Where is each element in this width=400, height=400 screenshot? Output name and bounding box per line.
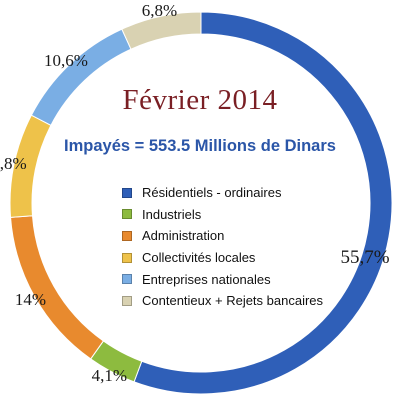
legend-label-collectivites-locales: Collectivités locales (142, 250, 256, 266)
slice-label-collectivites-locales: 8,8% (0, 153, 27, 173)
slice-administration (10, 215, 105, 360)
slice-label-residentiels-ordinaires: 55,7% (340, 247, 390, 268)
legend-item-residentiels-ordinaires: Résidentiels - ordinaires (122, 182, 323, 204)
legend-item-collectivites-locales: Collectivités locales (122, 247, 323, 269)
slice-contentieux-rejets-bancaires (121, 11, 202, 50)
legend-item-industriels: Industriels (122, 204, 323, 226)
slice-label-contentieux-rejets-bancaires: 6,8% (141, 1, 178, 21)
slice-label-entreprises-nationales: 10,6% (43, 50, 88, 70)
slice-label-administration: 14% (14, 289, 47, 309)
legend-item-contentieux-rejets-bancaires: Contentieux + Rejets bancaires (122, 290, 323, 312)
legend-swatch-residentiels-ordinaires (122, 187, 132, 198)
legend-item-administration: Administration (122, 225, 323, 247)
legend-item-entreprises-nationales: Entreprises nationales (122, 268, 323, 290)
legend-swatch-collectivites-locales (122, 252, 132, 263)
slice-label-industriels: 4,1% (91, 366, 127, 386)
legend-swatch-industriels (122, 209, 132, 220)
legend: Résidentiels - ordinaires Industriels Admi… (122, 182, 323, 312)
donut-slices (9, 11, 393, 395)
legend-label-contentieux-rejets-bancaires: Contentieux + Rejets bancaires (142, 293, 324, 309)
slice-residentiels-ordinaires (133, 11, 393, 395)
legend-swatch-entreprises-nationales (122, 274, 132, 285)
legend-swatch-contentieux-rejets-bancaires (122, 295, 132, 306)
legend-swatch-administration (122, 230, 132, 241)
legend-label-industriels: Industriels (142, 206, 202, 222)
chart-title: Février 2014 (122, 84, 278, 116)
legend-label-residentiels-ordinaires: Résidentiels - ordinaires (142, 185, 282, 201)
legend-label-entreprises-nationales: Entreprises nationales (142, 271, 271, 287)
legend-label-administration: Administration (142, 228, 225, 244)
chart-subtitle: Impayés = 553.5 Millions de Dinars (64, 137, 336, 155)
